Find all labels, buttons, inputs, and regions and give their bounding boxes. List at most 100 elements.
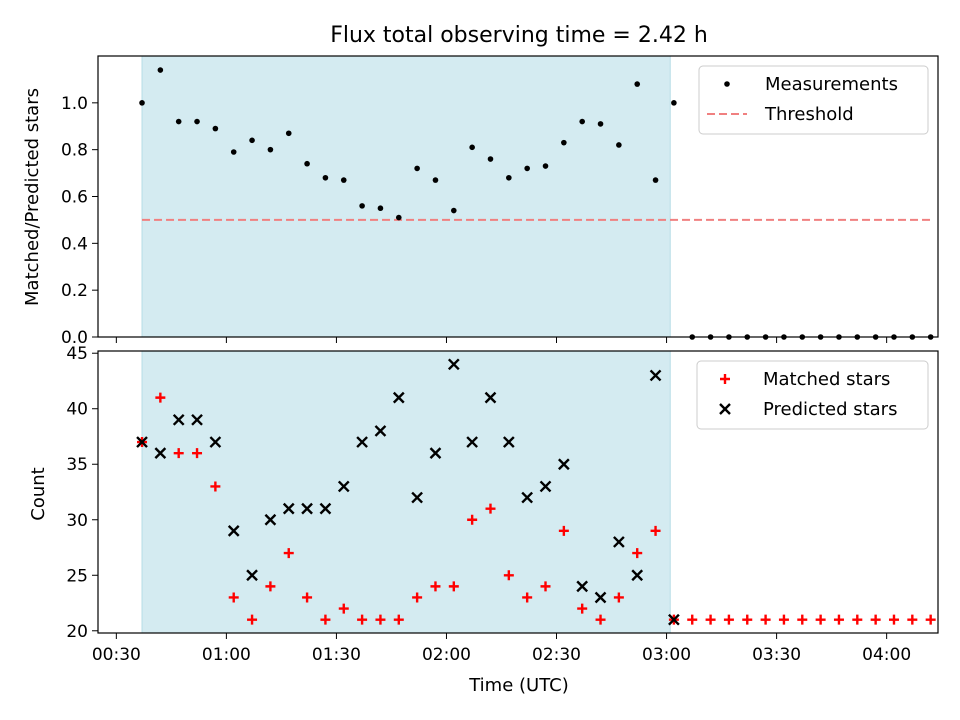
matched-star-point xyxy=(393,614,404,625)
y-tick-label: 0.0 xyxy=(61,328,88,348)
measurement-point xyxy=(671,100,677,106)
predicted-star-point xyxy=(227,525,240,537)
x-axis-label: Time (UTC) xyxy=(468,675,569,696)
y-tick-label: 20 xyxy=(66,622,88,642)
predicted-star-point xyxy=(558,458,570,471)
predicted-star-point xyxy=(502,436,515,448)
x-tick-label: 01:30 xyxy=(312,645,361,665)
matched-star-point xyxy=(228,592,239,603)
matched-star-point xyxy=(155,392,166,403)
predicted-star-point xyxy=(337,480,350,493)
legend-measurement-marker xyxy=(724,81,730,87)
predicted-star-point xyxy=(576,580,589,593)
matched-star-point xyxy=(485,503,496,514)
observing-window-shade xyxy=(142,351,671,633)
predicted-star-point xyxy=(246,569,258,582)
measurement-point xyxy=(487,156,494,162)
matched-star-point xyxy=(577,603,588,614)
y-tick-label: 35 xyxy=(66,455,88,475)
y-tick-label: 45 xyxy=(66,344,88,364)
measurement-point xyxy=(377,205,384,212)
chart-title: Flux total observing time = 2.42 h xyxy=(330,23,708,48)
predicted-star-point xyxy=(191,413,203,426)
matched-star-point xyxy=(412,592,423,603)
predicted-star-point xyxy=(374,425,387,437)
y-tick-label: 0.2 xyxy=(61,281,88,301)
legend-label: Matched stars xyxy=(763,369,890,390)
x-tick-label: 00:30 xyxy=(92,645,141,665)
measurement-point xyxy=(414,165,420,172)
matched-star-point xyxy=(852,614,863,625)
matched-star-point xyxy=(522,592,533,603)
matched-star-point xyxy=(192,448,203,459)
predicted-star-point xyxy=(466,436,478,448)
measurement-point xyxy=(267,146,274,153)
measurement-point xyxy=(304,160,310,167)
measurement-point xyxy=(322,174,329,181)
y-tick-label: 30 xyxy=(66,511,88,531)
predicted-star-point xyxy=(319,502,332,515)
matched-star-point xyxy=(430,581,441,592)
matched-star-point xyxy=(888,614,899,625)
matched-star-point xyxy=(265,581,276,592)
predicted-star-point xyxy=(649,369,662,382)
matched-star-point xyxy=(613,592,624,603)
measurement-point xyxy=(285,130,292,137)
predicted-star-point xyxy=(668,613,680,626)
y-tick-label: 0.8 xyxy=(61,141,88,161)
measurement-point xyxy=(451,207,457,214)
matched-star-point xyxy=(723,614,734,625)
axes-frame xyxy=(97,350,939,634)
legend-label: Measurements xyxy=(765,74,898,95)
y-tick-label: 0.4 xyxy=(61,234,88,254)
measurement-point xyxy=(542,163,549,169)
predicted-star-point xyxy=(613,536,625,548)
matched-star-point xyxy=(687,614,698,625)
predicted-star-point xyxy=(539,480,552,493)
predicted-star-point xyxy=(282,502,295,515)
predicted-star-point xyxy=(154,447,167,459)
top-y-axis-label: Matched/Predicted stars xyxy=(22,88,43,306)
predicted-star-point xyxy=(594,591,607,604)
matched-star-point xyxy=(833,614,844,625)
legend-matched-marker xyxy=(720,374,730,384)
measurement-point xyxy=(469,144,475,151)
matched-star-point xyxy=(650,525,661,536)
measurement-point xyxy=(340,177,347,183)
y-tick-label: 25 xyxy=(66,566,88,586)
matched-star-point xyxy=(357,614,368,625)
predicted-star-point xyxy=(264,513,277,526)
predicted-star-point xyxy=(521,491,534,504)
matched-star-point xyxy=(760,614,771,625)
matched-star-point xyxy=(595,614,606,625)
matched-star-point xyxy=(907,614,918,625)
matched-star-point xyxy=(302,592,313,603)
matched-star-point xyxy=(467,514,478,525)
measurement-point xyxy=(561,139,567,146)
bottom-subplot: 20 25 30 35 40 45 00:30 01:00 01:30 02:00 02:30 03:… xyxy=(66,344,939,665)
x-tick-label: 02:00 xyxy=(422,645,471,665)
measurement-point xyxy=(175,118,182,125)
measurement-point xyxy=(230,149,237,155)
legend-box xyxy=(698,65,929,135)
predicted-star-point xyxy=(484,391,497,404)
measurement-point xyxy=(249,137,255,144)
y-tick-label: 40 xyxy=(66,400,88,420)
matched-star-point xyxy=(815,614,826,625)
matched-star-point xyxy=(778,614,789,625)
measurement-point xyxy=(634,81,641,87)
matched-star-point xyxy=(210,481,221,492)
predicted-star-point xyxy=(411,491,423,504)
x-tick-label: 02:30 xyxy=(532,645,581,665)
matched-star-point xyxy=(503,570,514,581)
measurement-point xyxy=(524,165,530,172)
legend-predicted-marker xyxy=(719,403,731,415)
matched-star-point xyxy=(797,614,808,625)
predicted-star-point xyxy=(301,502,313,515)
matched-star-point xyxy=(320,614,331,625)
x-tick-label: 03:30 xyxy=(752,645,801,665)
matched-star-point xyxy=(338,603,349,614)
legend-label: Threshold xyxy=(764,104,854,125)
matched-star-point xyxy=(870,614,881,625)
